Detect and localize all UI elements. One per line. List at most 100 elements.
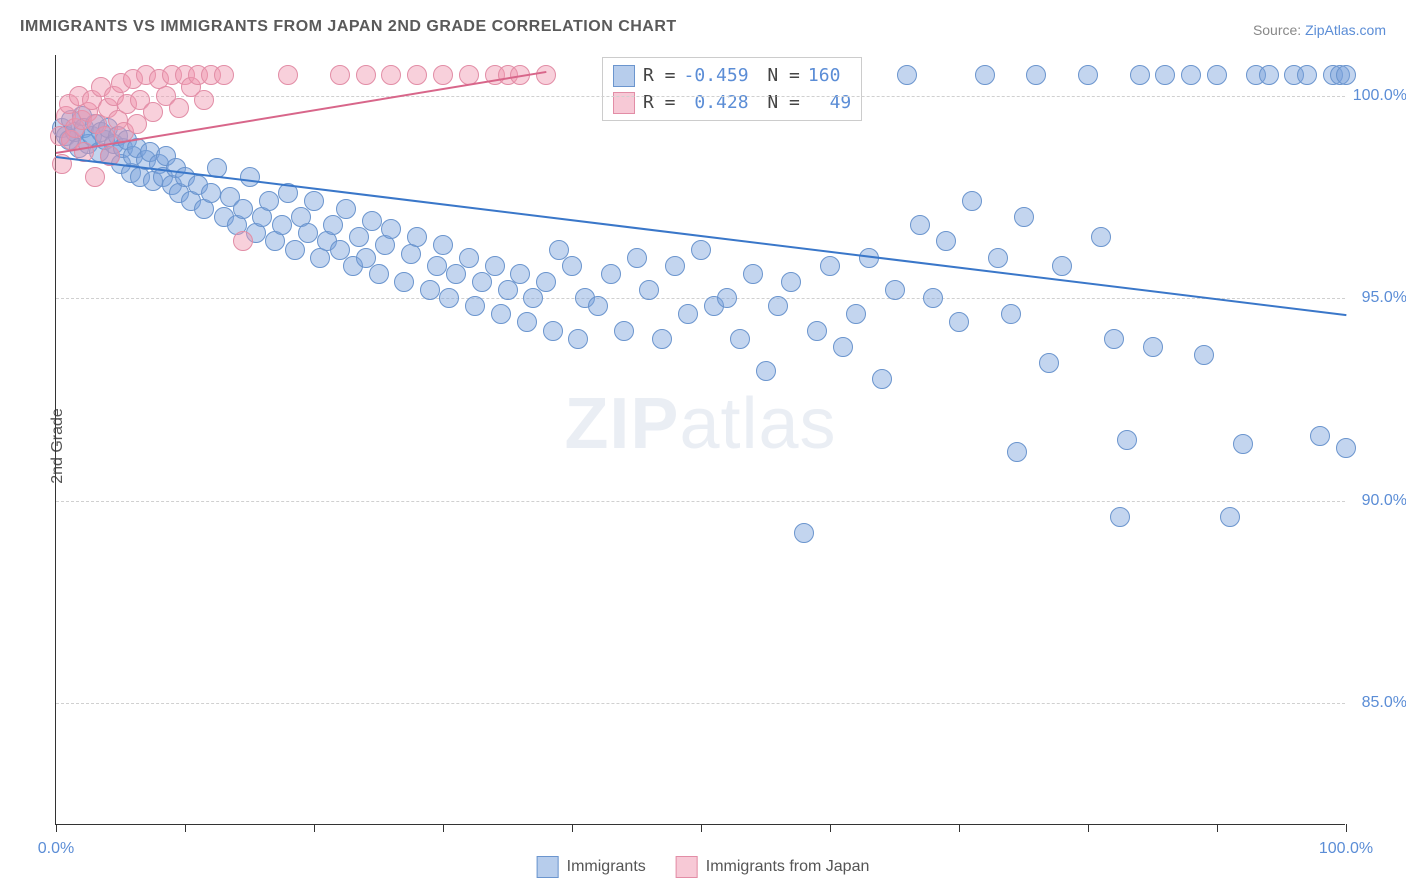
scatter-point — [1155, 65, 1175, 85]
gridline-h — [56, 703, 1345, 704]
legend-item-1: Immigrants — [537, 856, 646, 878]
scatter-point — [781, 272, 801, 292]
x-tick — [1217, 824, 1218, 832]
scatter-point — [517, 312, 537, 332]
scatter-point — [872, 369, 892, 389]
scatter-point — [1007, 442, 1027, 462]
stats-r-label: R = — [643, 62, 676, 89]
x-tick — [830, 824, 831, 832]
x-tick — [1088, 824, 1089, 832]
scatter-point — [536, 65, 556, 85]
scatter-point — [369, 264, 389, 284]
stats-row-2: R = 0.428 N = 49 — [613, 89, 851, 116]
scatter-point — [1220, 507, 1240, 527]
scatter-point — [1026, 65, 1046, 85]
scatter-point — [233, 231, 253, 251]
scatter-point — [1110, 507, 1130, 527]
stats-n1-value: 160 — [808, 62, 841, 89]
gridline-h — [56, 501, 1345, 502]
scatter-point — [523, 288, 543, 308]
scatter-point — [794, 523, 814, 543]
scatter-point — [601, 264, 621, 284]
scatter-point — [691, 240, 711, 260]
scatter-point — [717, 288, 737, 308]
scatter-point — [923, 288, 943, 308]
scatter-point — [988, 248, 1008, 268]
stats-swatch-1 — [613, 65, 635, 87]
scatter-point — [536, 272, 556, 292]
stats-r2-value: 0.428 — [684, 89, 749, 116]
x-tick — [701, 824, 702, 832]
gridline-h — [56, 96, 1345, 97]
scatter-point — [240, 167, 260, 187]
scatter-point — [1143, 337, 1163, 357]
scatter-point — [439, 288, 459, 308]
scatter-point — [427, 256, 447, 276]
scatter-point — [910, 215, 930, 235]
source-link[interactable]: ZipAtlas.com — [1305, 22, 1386, 38]
y-tick-label: 85.0% — [1362, 694, 1406, 712]
stats-r1-value: -0.459 — [684, 62, 749, 89]
stats-n-label: N = — [757, 89, 800, 116]
y-tick-label: 100.0% — [1353, 87, 1406, 105]
scatter-point — [846, 304, 866, 324]
scatter-point — [259, 191, 279, 211]
scatter-point — [285, 240, 305, 260]
scatter-point — [588, 296, 608, 316]
scatter-point — [498, 280, 518, 300]
scatter-point — [143, 102, 163, 122]
scatter-point — [394, 272, 414, 292]
legend-item-2: Immigrants from Japan — [676, 856, 870, 878]
x-tick — [185, 824, 186, 832]
plot-area: ZIPatlas R = -0.459 N = 160 R = 0.428 N … — [55, 55, 1345, 825]
scatter-point — [1078, 65, 1098, 85]
scatter-point — [1336, 438, 1356, 458]
scatter-point — [278, 65, 298, 85]
scatter-point — [381, 219, 401, 239]
scatter-point — [614, 321, 634, 341]
scatter-point — [85, 167, 105, 187]
chart-title: IMMIGRANTS VS IMMIGRANTS FROM JAPAN 2ND … — [20, 18, 677, 36]
scatter-point — [304, 191, 324, 211]
scatter-point — [568, 329, 588, 349]
scatter-point — [1194, 345, 1214, 365]
scatter-point — [1310, 426, 1330, 446]
scatter-point — [1052, 256, 1072, 276]
scatter-point — [194, 90, 214, 110]
scatter-point — [336, 199, 356, 219]
scatter-point — [472, 272, 492, 292]
x-tick — [314, 824, 315, 832]
chart-container: IMMIGRANTS VS IMMIGRANTS FROM JAPAN 2ND … — [0, 0, 1406, 892]
scatter-point — [627, 248, 647, 268]
scatter-point — [433, 65, 453, 85]
scatter-point — [1297, 65, 1317, 85]
watermark-light: atlas — [679, 384, 836, 464]
scatter-point — [510, 264, 530, 284]
scatter-point — [820, 256, 840, 276]
scatter-point — [1014, 207, 1034, 227]
scatter-point — [1336, 65, 1356, 85]
scatter-point — [833, 337, 853, 357]
scatter-point — [768, 296, 788, 316]
scatter-point — [665, 256, 685, 276]
stats-n-label: N = — [757, 62, 800, 89]
watermark-bold: ZIP — [564, 384, 679, 464]
scatter-point — [459, 248, 479, 268]
legend-swatch-2 — [676, 856, 698, 878]
scatter-point — [543, 321, 563, 341]
legend: Immigrants Immigrants from Japan — [537, 856, 870, 878]
x-tick — [1346, 824, 1347, 832]
scatter-point — [323, 215, 343, 235]
scatter-point — [936, 231, 956, 251]
scatter-point — [1181, 65, 1201, 85]
scatter-point — [743, 264, 763, 284]
scatter-point — [201, 183, 221, 203]
scatter-point — [1104, 329, 1124, 349]
scatter-point — [362, 211, 382, 231]
scatter-point — [381, 65, 401, 85]
scatter-point — [1091, 227, 1111, 247]
stats-r-label: R = — [643, 89, 676, 116]
scatter-point — [562, 256, 582, 276]
scatter-point — [652, 329, 672, 349]
scatter-point — [730, 329, 750, 349]
